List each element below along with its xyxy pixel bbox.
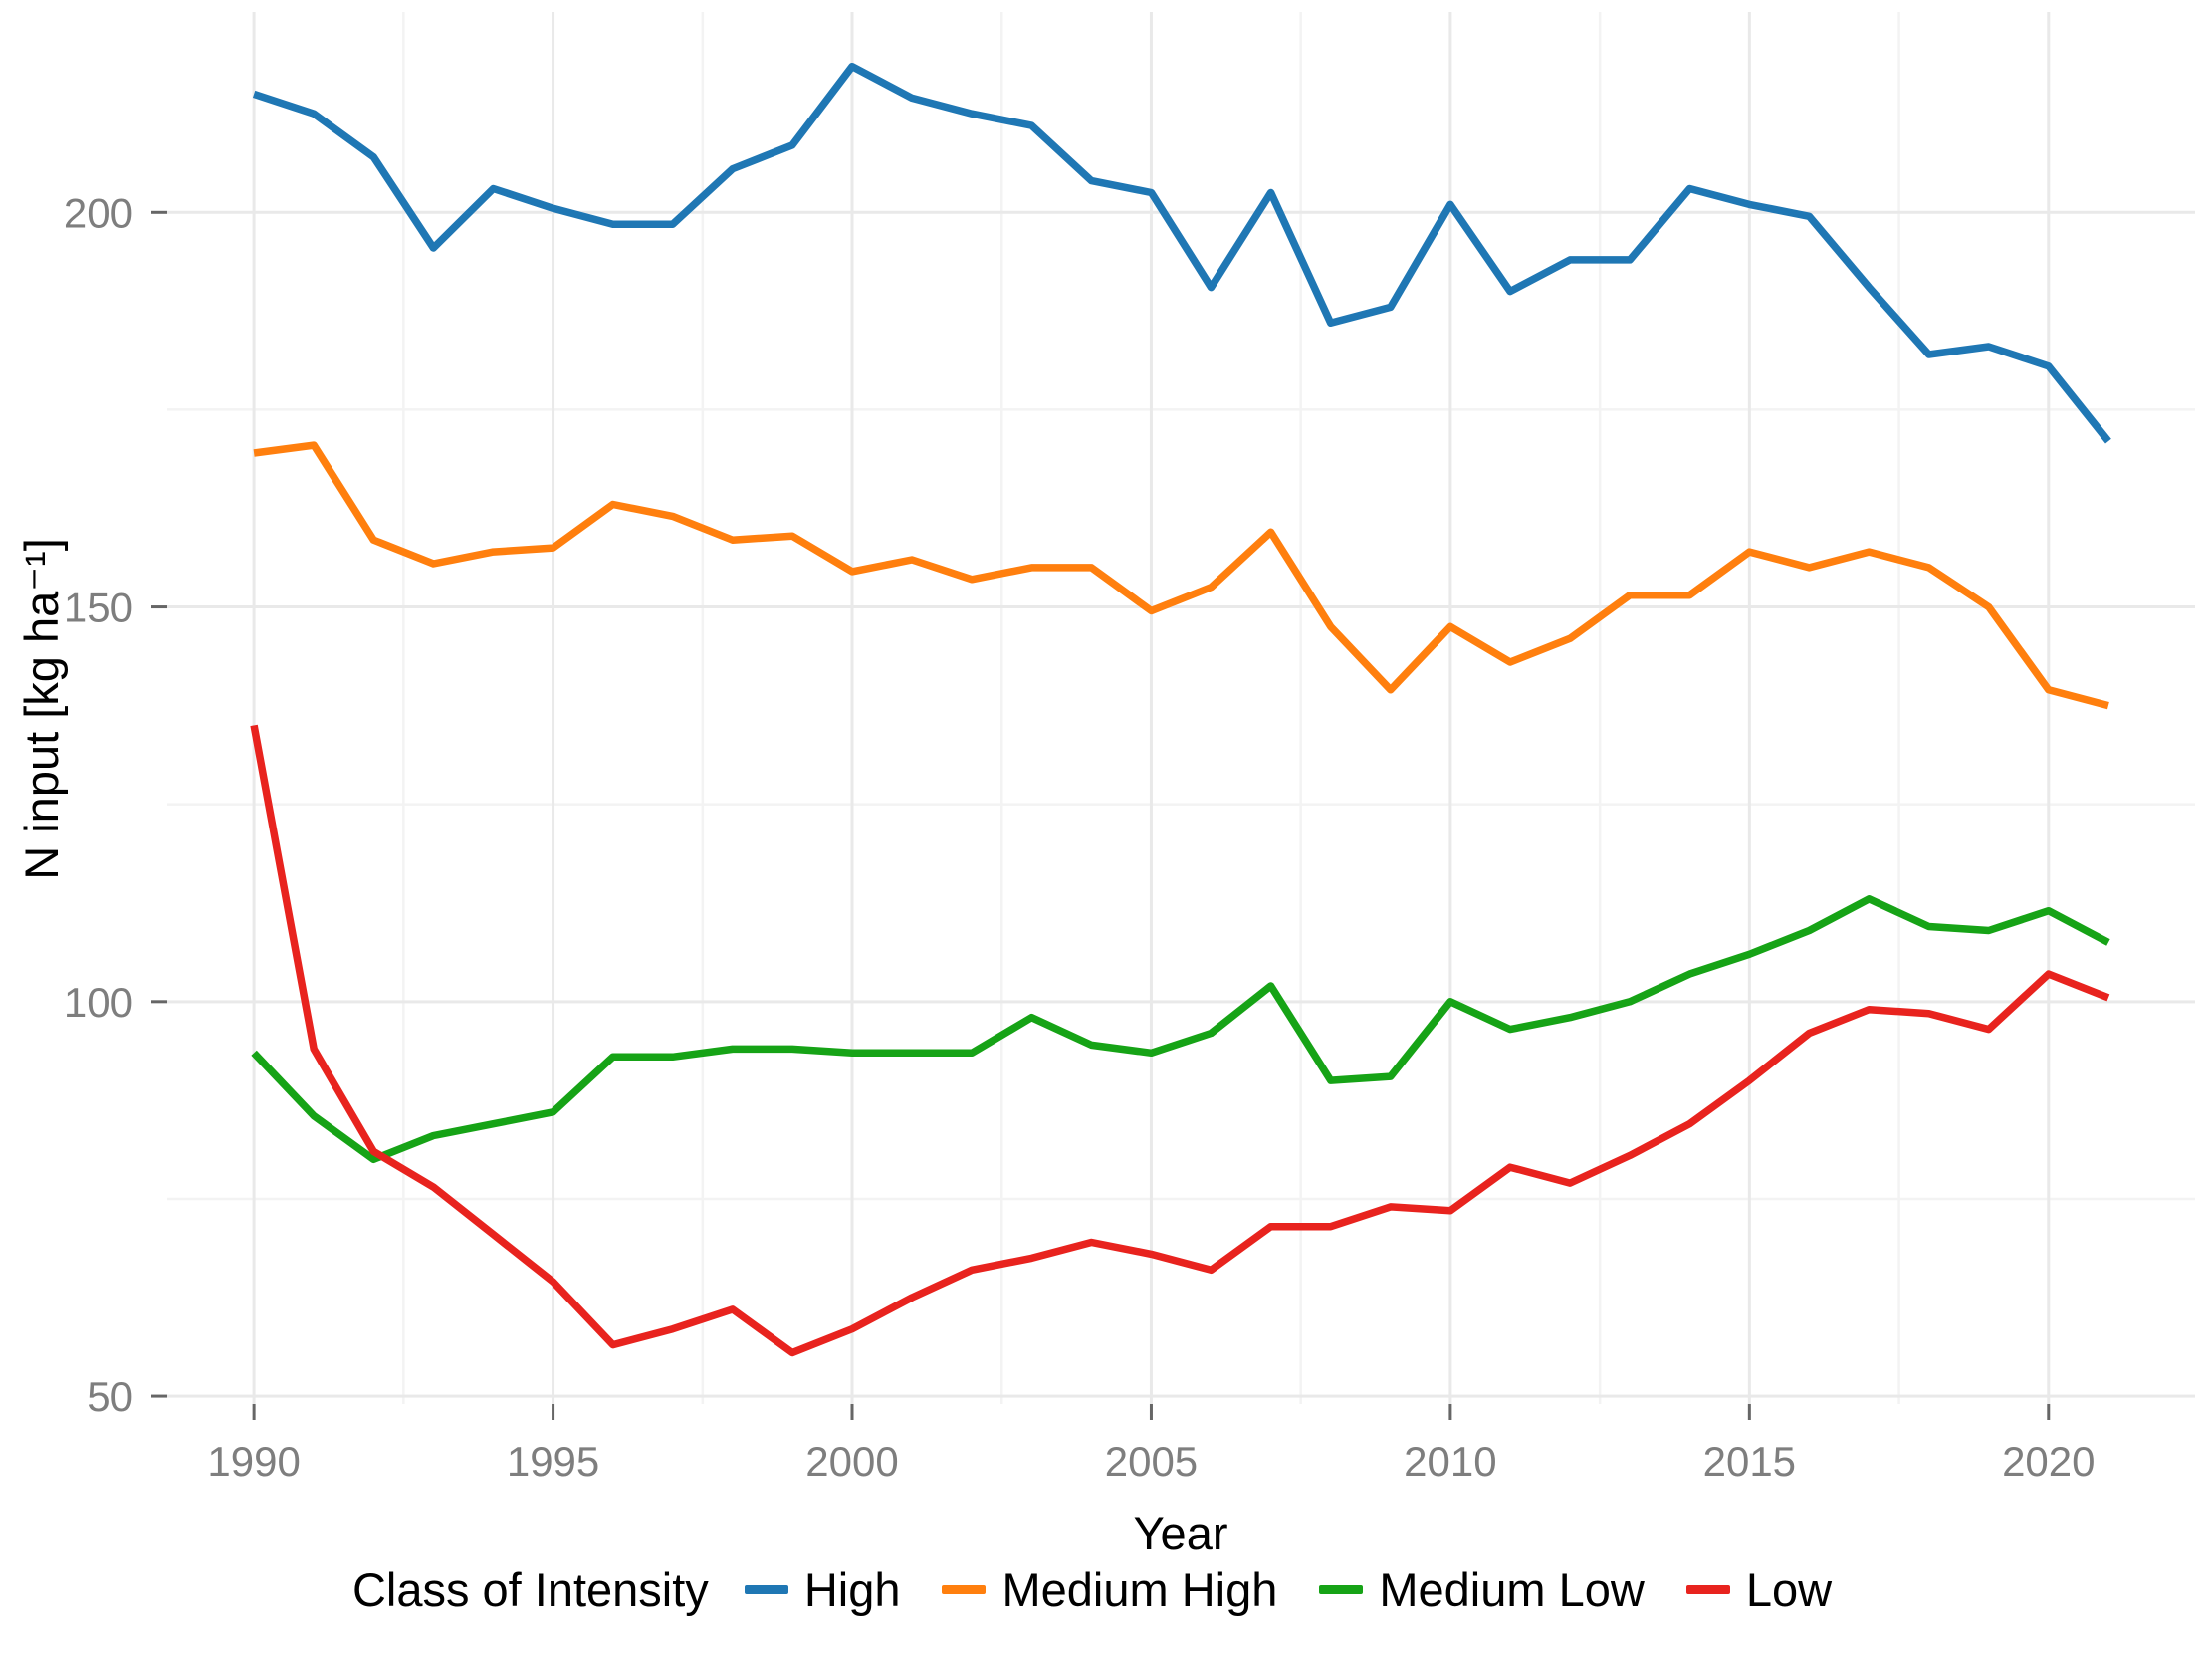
minor-gridlines (167, 12, 2195, 1404)
legend-title: Class of Intensity (351, 1562, 709, 1616)
y-tick-label: 50 (87, 1373, 133, 1420)
y-axis-title: N input [kg ha⁻¹] (15, 538, 68, 880)
x-axis-tick-labels: 1990 1995 2000 2005 2010 2015 2020 (207, 1438, 2095, 1485)
x-tick-label: 2010 (1404, 1438, 1496, 1485)
legend-label-high: High (803, 1562, 901, 1616)
legend-label-low: Low (1745, 1562, 1833, 1616)
y-axis-tick-labels: 50 100 150 200 (64, 189, 133, 1420)
axis-tick-marks (151, 210, 2051, 1420)
x-tick-label: 2000 (805, 1438, 898, 1485)
legend-label-medium-low: Medium Low (1379, 1562, 1645, 1616)
low-line-swatch (1685, 1584, 1730, 1594)
legend-item-medium-low: Medium Low (1319, 1562, 1645, 1617)
x-tick-label: 2015 (1703, 1438, 1796, 1485)
series-line-medium-low (251, 895, 2110, 1164)
x-tick-label: 2005 (1105, 1438, 1198, 1485)
legend-item-high: High (744, 1562, 901, 1617)
legend: Class of Intensity High Medium High Medi… (0, 1559, 2212, 1619)
medium-high-line-swatch (942, 1584, 987, 1594)
major-gridlines (167, 12, 2195, 1404)
data-series-lines (250, 62, 2111, 1357)
x-tick-label: 2020 (2002, 1438, 2095, 1485)
x-axis-title: Year (1134, 1507, 1228, 1559)
series-line-low (250, 724, 2110, 1357)
series-line-high (252, 62, 2111, 444)
y-tick-label: 200 (64, 189, 133, 236)
high-line-swatch (744, 1584, 788, 1594)
x-tick-label: 1995 (507, 1438, 599, 1485)
legend-item-low: Low (1685, 1562, 1833, 1617)
legend-label-medium-high: Medium High (1001, 1562, 1278, 1616)
x-tick-label: 1990 (207, 1438, 300, 1485)
series-line-medium-high (253, 441, 2109, 710)
medium-low-line-swatch (1319, 1584, 1364, 1594)
y-tick-label: 150 (64, 585, 133, 631)
legend-item-medium-high: Medium High (942, 1562, 1277, 1617)
y-tick-label: 100 (64, 979, 133, 1026)
